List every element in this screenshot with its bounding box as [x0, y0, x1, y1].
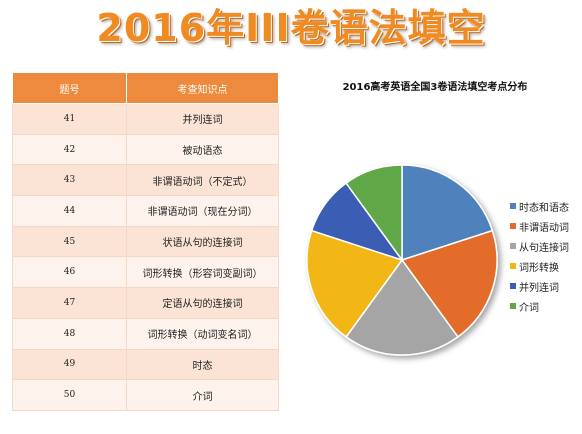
- legend-label: 词形转换: [519, 262, 559, 274]
- question-number-cell: 45: [12, 225, 127, 258]
- legend-item: 词形转换: [510, 256, 582, 276]
- table-row: 45 状语从句的连接词: [12, 225, 279, 258]
- pie-slice-4: [310, 182, 404, 262]
- legend-swatch: [510, 263, 516, 269]
- question-number-cell: 48: [12, 317, 127, 350]
- question-number-cell: 42: [12, 133, 127, 166]
- question-number-cell: 50: [12, 379, 127, 411]
- table-row: 42 被动语态: [12, 133, 279, 166]
- knowledge-point-cell: 时态: [126, 348, 279, 381]
- chart-legend: 时态和语态非谓语动词从句连接词词形转换并列连词介词: [510, 196, 582, 316]
- legend-label: 时态和语态: [519, 202, 569, 214]
- legend-swatch: [510, 203, 516, 209]
- knowledge-point-cell: 定语从句的连接词: [126, 287, 279, 319]
- legend-item: 非谓语动词: [510, 216, 582, 236]
- legend-label: 介词: [519, 302, 539, 314]
- question-number-cell: 47: [12, 287, 127, 319]
- question-number-cell: 46: [12, 256, 127, 289]
- table-row: 50 介词: [12, 379, 279, 411]
- table-row: 49 时态: [12, 348, 279, 381]
- table-row: 46 词形转换（形容词变副词）: [12, 256, 279, 289]
- table-row: 41 并列连词: [12, 103, 279, 135]
- legend-item: 时态和语态: [510, 196, 582, 216]
- legend-swatch: [510, 243, 516, 249]
- legend-item: 并列连词: [510, 276, 582, 296]
- question-number-cell: 43: [12, 164, 127, 197]
- pie-slice-2: [345, 258, 459, 356]
- knowledge-point-table: 题号 考查知识点 41 并列连词 42 被动语态 43 非谓语动词（不定式） 4…: [12, 72, 279, 411]
- page-title: 2016年III卷语法填空: [96, 6, 486, 50]
- question-number-cell: 41: [12, 103, 127, 135]
- knowledge-point-cell: 词形转换（动词变名词）: [126, 317, 279, 350]
- table-row: 43 非谓语动词（不定式）: [12, 164, 279, 197]
- pie-slice-5: [345, 164, 403, 263]
- table-row: 44 非谓语动词（现在分词）: [12, 195, 279, 227]
- knowledge-point-cell: 状语从句的连接词: [126, 225, 279, 258]
- pie-slice-1: [400, 229, 498, 338]
- legend-label: 并列连词: [519, 282, 559, 294]
- header-knowledge-point: 考查知识点: [126, 72, 279, 104]
- legend-swatch: [510, 303, 516, 309]
- knowledge-point-cell: 非谓语动词（不定式）: [126, 164, 279, 197]
- pie-slice-3: [306, 229, 404, 338]
- table-header-row: 题号 考查知识点: [12, 72, 279, 104]
- question-number-cell: 44: [12, 195, 127, 227]
- knowledge-point-cell: 介词: [126, 379, 279, 411]
- chart-title: 2016高考英语全国3卷语法填空考点分布: [342, 82, 528, 93]
- question-number-cell: 49: [12, 348, 127, 381]
- legend-label: 非谓语动词: [519, 222, 569, 234]
- knowledge-point-cell: 并列连词: [126, 103, 279, 135]
- legend-swatch: [510, 283, 516, 289]
- legend-item: 介词: [510, 296, 582, 316]
- legend-label: 从句连接词: [519, 242, 569, 254]
- header-question-number: 题号: [12, 72, 127, 104]
- knowledge-point-cell: 被动语态: [126, 133, 279, 166]
- table-row: 47 定语从句的连接词: [12, 287, 279, 319]
- knowledge-table: 题号 考查知识点 41 并列连词 42 被动语态 43 非谓语动词（不定式） 4…: [12, 72, 279, 411]
- knowledge-point-cell: 词形转换（形容词变副词）: [126, 256, 279, 289]
- legend-swatch: [510, 223, 516, 229]
- knowledge-point-cell: 非谓语动词（现在分词）: [126, 195, 279, 227]
- pie-slice-0: [401, 164, 494, 262]
- legend-item: 从句连接词: [510, 236, 582, 256]
- table-row: 48 词形转换（动词变名词）: [12, 317, 279, 350]
